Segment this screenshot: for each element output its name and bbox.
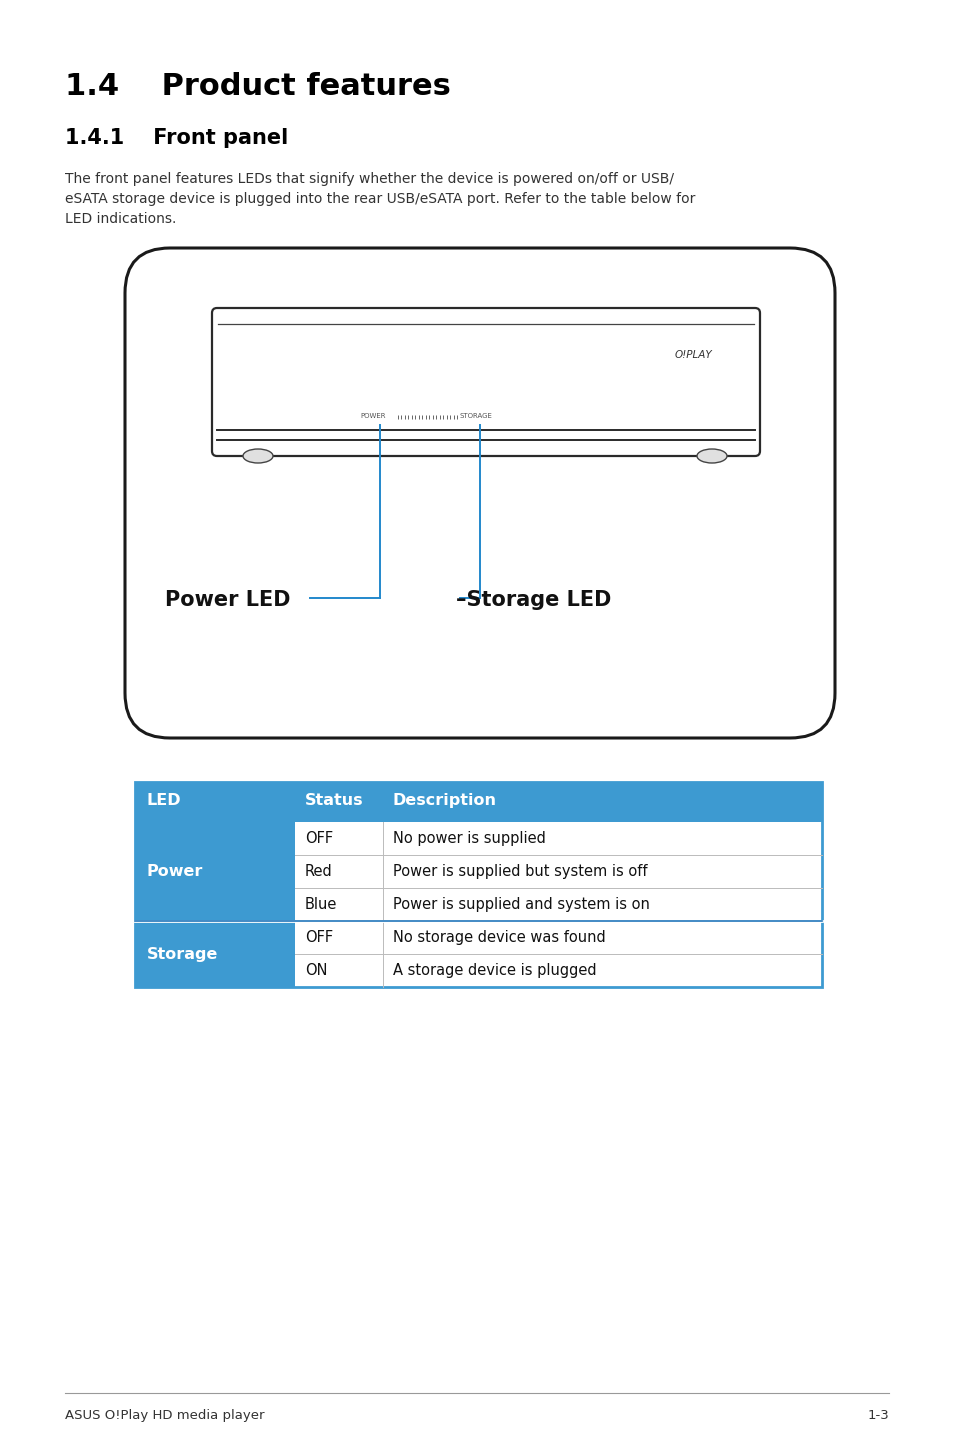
Text: 1-3: 1-3 — [866, 1409, 888, 1422]
Text: A storage device is plugged: A storage device is plugged — [393, 963, 596, 978]
Bar — [135, 823, 294, 920]
FancyBboxPatch shape — [212, 308, 760, 456]
Text: Power is supplied but system is off: Power is supplied but system is off — [393, 864, 647, 879]
Bar — [294, 920, 821, 953]
Bar — [294, 953, 821, 986]
Ellipse shape — [243, 449, 273, 463]
Text: Blue: Blue — [305, 897, 337, 912]
Text: O!PLAY: O!PLAY — [675, 349, 712, 360]
Text: ASUS O!Play HD media player: ASUS O!Play HD media player — [65, 1409, 264, 1422]
Text: POWER: POWER — [359, 413, 385, 418]
Text: No storage device was found: No storage device was found — [393, 930, 605, 945]
Bar — [294, 856, 821, 889]
Text: 1.4    Product features: 1.4 Product features — [65, 72, 451, 101]
Text: ON: ON — [305, 963, 327, 978]
Text: 1.4.1    Front panel: 1.4.1 Front panel — [65, 128, 288, 148]
Ellipse shape — [697, 449, 726, 463]
Text: OFF: OFF — [305, 831, 333, 846]
Text: Status: Status — [305, 792, 363, 808]
Bar — [294, 823, 821, 856]
Text: Storage: Storage — [147, 946, 218, 962]
Text: –Storage LED: –Storage LED — [456, 590, 611, 610]
Bar — [135, 782, 821, 986]
Text: LED: LED — [147, 792, 181, 808]
Text: The front panel features LEDs that signify whether the device is powered on/off : The front panel features LEDs that signi… — [65, 173, 695, 226]
Text: Description: Description — [393, 792, 497, 808]
Bar — [135, 920, 294, 986]
Text: Red: Red — [305, 864, 333, 879]
Text: STORAGE: STORAGE — [459, 413, 493, 418]
Bar — [135, 782, 821, 823]
Text: No power is supplied: No power is supplied — [393, 831, 545, 846]
FancyBboxPatch shape — [125, 247, 834, 738]
Text: Power: Power — [147, 864, 203, 879]
Text: OFF: OFF — [305, 930, 333, 945]
Text: Power is supplied and system is on: Power is supplied and system is on — [393, 897, 649, 912]
Text: Power LED: Power LED — [165, 590, 291, 610]
Bar — [294, 889, 821, 920]
